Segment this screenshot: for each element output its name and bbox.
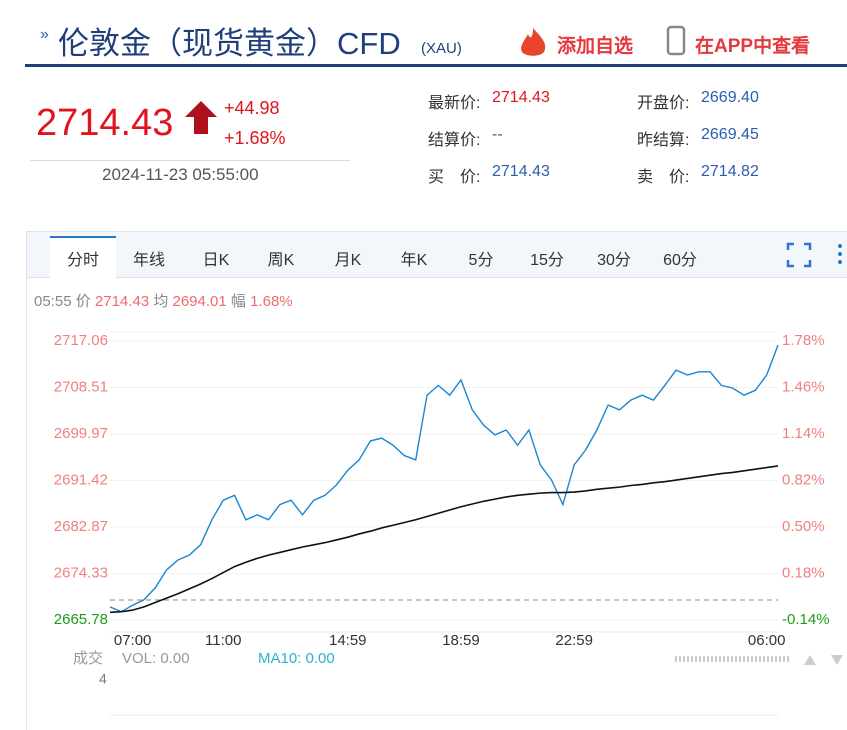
y2-tick-label: 0.18% (782, 564, 825, 581)
tab[interactable]: 30分 (597, 252, 631, 269)
last-price: 2714.43 (36, 102, 174, 144)
field-value: 2714.43 (492, 163, 550, 180)
tab-active-bg (50, 236, 116, 280)
field-label: 买 价: (428, 169, 481, 186)
tab[interactable]: 周K (267, 252, 295, 269)
y2-tick-label: 1.78% (782, 332, 825, 349)
x-tick-label: 22:59 (555, 632, 593, 649)
y-tick-label: 2699.97 (54, 425, 108, 442)
y-tick-label: 2665.78 (54, 611, 108, 628)
info-line: 05:55 价 2714.43 均 2694.01 幅 1.68% (34, 290, 293, 311)
x-tick-label: 06:00 (748, 632, 786, 649)
ma10-value: MA10: 0.00 (258, 650, 335, 667)
info-label: 价 (75, 293, 91, 310)
phone-icon (666, 25, 686, 56)
open-app[interactable]: 在APP中查看 (695, 36, 811, 57)
change-pct: +1.68% (224, 128, 286, 148)
header-rule (25, 64, 847, 67)
tab[interactable]: 分时 (66, 252, 99, 269)
up-arrow (185, 101, 217, 134)
y2-tick-label: 1.14% (782, 425, 825, 442)
field-label: 昨结算: (637, 132, 690, 149)
x-tick-label: 18:59 (442, 632, 480, 649)
symbol: (XAU) (421, 40, 462, 57)
field-value: 2669.45 (701, 126, 759, 143)
x-tick-label: 14:59 (329, 632, 367, 649)
field-label: 卖 价: (637, 169, 690, 186)
tab[interactable]: 年K (400, 252, 428, 269)
info-value: 2714.43 (94, 293, 150, 310)
y-tick-label: 2682.87 (54, 518, 108, 535)
y-tick-label: 2691.42 (54, 471, 108, 488)
title: 伦敦金（现货黄金）CFD (58, 26, 401, 61)
y-tick-label: 2708.51 (54, 378, 108, 395)
info-value: 2694.01 (172, 293, 227, 310)
change: +44.98 (224, 98, 280, 118)
series-line (109, 344, 779, 613)
y2-tick-label: 0.50% (782, 518, 825, 535)
y2-tick-label: -0.14% (782, 611, 830, 628)
tab[interactable]: 5分 (468, 252, 494, 269)
tab-bar (27, 232, 847, 278)
fire-icon (521, 28, 546, 56)
field-value: -- (492, 126, 503, 143)
x-tick-label: 11:00 (205, 632, 241, 649)
tab[interactable]: 月K (334, 252, 362, 269)
field-label: 最新价: (428, 95, 481, 112)
field-value: 2714.82 (701, 163, 759, 180)
vol-label: 成交 (73, 649, 103, 667)
info-value: 1.68% (250, 293, 293, 310)
info-time: 05:55 (34, 293, 72, 310)
scroll-arrows[interactable] (804, 655, 843, 665)
datetime: 2024-11-23 05:55:00 (102, 165, 259, 184)
tool-icons (786, 242, 842, 268)
y2-tick-label: 1.46% (782, 378, 825, 395)
arrow-icon: » (40, 26, 49, 43)
info-label: 幅 (230, 293, 246, 310)
add-watch[interactable]: 添加自选 (557, 36, 634, 57)
field-label: 结算价: (428, 132, 481, 149)
tab[interactable]: 日K (202, 252, 230, 269)
tab[interactable]: 年线 (132, 252, 165, 269)
tab[interactable]: 60分 (663, 252, 697, 269)
vol-value: VOL: 0.00 (122, 650, 190, 667)
series-line (109, 465, 779, 614)
tab[interactable]: 15分 (530, 252, 564, 269)
vol-axis-label: 4 (99, 671, 107, 687)
y-tick-label: 2674.33 (54, 564, 108, 581)
y-tick-label: 2717.06 (54, 332, 108, 349)
info-label: 均 (153, 293, 169, 310)
chart-panel (26, 231, 847, 730)
field-value: 2714.43 (492, 89, 550, 106)
field-value: 2669.40 (701, 89, 759, 106)
field-label: 开盘价: (637, 95, 690, 112)
x-tick-label: 07:00 (114, 632, 152, 649)
y2-tick-label: 0.82% (782, 471, 825, 488)
divider (30, 160, 350, 161)
